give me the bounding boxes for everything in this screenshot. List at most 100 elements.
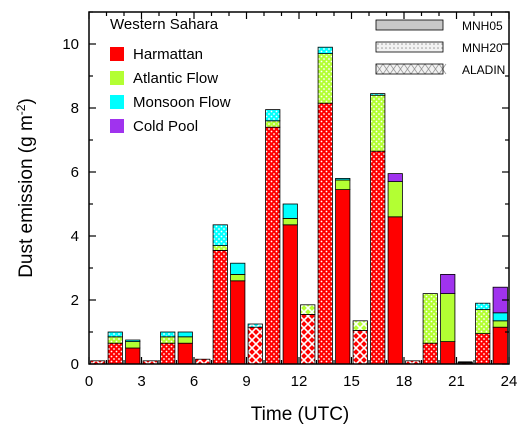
bar-segment-aladin-monsoon-flow-outline: [247, 323, 263, 328]
x-tick-label: 21: [448, 373, 465, 390]
model-swatch-dot: [421, 47, 423, 49]
bar-segment-mnh05-harmattan: [283, 224, 298, 364]
bar-segment-mnh05-harmattan: [178, 343, 193, 364]
bar-segment-mnh05-monsoon-flow: [178, 332, 193, 337]
model-swatch-hatch: [410, 63, 419, 75]
model-swatch-dot: [437, 47, 439, 49]
model-swatch-dot: [425, 47, 427, 49]
model-swatch-hatch: [382, 63, 391, 75]
model-swatch-aladin: [376, 64, 443, 74]
x-tick-label: 0: [85, 373, 93, 390]
model-swatch-dot: [385, 47, 387, 49]
bar-segment-mnh05-monsoon-flow: [125, 340, 140, 342]
model-swatch-dot: [389, 47, 391, 49]
legend-label-harmattan: Harmattan: [133, 46, 203, 63]
model-swatch-dot: [429, 47, 431, 49]
model-swatch-hatch: [431, 63, 440, 75]
bar-segment-mnh05-atlantic-flow: [335, 180, 350, 190]
bar-segment-mnh05-monsoon-flow: [230, 263, 245, 275]
model-swatch-dot: [425, 43, 427, 45]
bar-segment-mnh20-monsoon-flow-pattern: [160, 332, 175, 337]
y-tick-label: 10: [62, 36, 79, 53]
bar-segment-mnh20-atlantic-flow-pattern: [423, 293, 438, 344]
x-axis-title: Time (UTC): [251, 404, 350, 425]
x-tick-label: 15: [343, 373, 360, 390]
model-label-mnh20: MNH20: [462, 41, 503, 55]
bar-segment-mnh05-cold-pool: [493, 287, 508, 313]
bar-segment-mnh05-monsoon-flow: [335, 178, 350, 180]
model-swatch-dot: [433, 43, 435, 45]
legend-label-monsoon-flow: Monsoon Flow: [133, 94, 231, 111]
bar-segment-mnh20-harmattan-pattern: [370, 151, 385, 364]
model-swatch-hatch: [375, 63, 384, 75]
bar-segment-mnh20-atlantic-flow-pattern: [160, 336, 175, 344]
model-swatch-dot: [441, 43, 443, 45]
model-label-mnh05: MNH05: [462, 19, 503, 33]
bar-cap: [458, 361, 473, 364]
legend-swatch-harmattan: [110, 47, 124, 61]
bar-segment-mnh05-atlantic-flow: [178, 336, 193, 344]
bar-segment-aladin-atlantic-flow-outline: [300, 304, 316, 315]
y-axis-title-close: ): [16, 98, 37, 104]
bar-segment-mnh20-atlantic-flow-pattern: [318, 53, 333, 104]
x-tick-label: 6: [190, 373, 198, 390]
bar-segment-aladin-atlantic-flow-pattern: [300, 304, 315, 315]
bar-segment-mnh20-atlantic-flow-pattern: [108, 336, 123, 344]
model-swatch-dot: [405, 47, 407, 49]
model-swatch-dot: [401, 47, 403, 49]
bar-segment-mnh20-harmattan-pattern: [423, 343, 438, 364]
bar-segment-mnh05-cold-pool: [388, 173, 403, 182]
bar-segment-mnh05-atlantic-flow: [493, 320, 508, 328]
bar-segment-mnh20-atlantic-flow-pattern: [370, 95, 385, 152]
bar-segment-mnh20-monsoon-flow-pattern: [108, 332, 123, 337]
bar-segment-mnh20-monsoon-flow-pattern: [318, 47, 333, 54]
model-label-aladin: ALADIN: [462, 63, 505, 77]
model-swatch-hatch: [396, 63, 405, 75]
model-swatch-dot: [417, 43, 419, 45]
bar-segment-mnh05-monsoon-flow: [493, 312, 508, 321]
y-axis-title: Dust emission (g m-2): [14, 98, 37, 278]
bar-segment-aladin-atlantic-flow-pattern: [353, 320, 368, 331]
bar-segment-mnh05-atlantic-flow: [125, 341, 140, 348]
model-swatch-dot: [441, 47, 443, 49]
model-swatch-hatch: [403, 63, 412, 75]
model-legend: MNH05 MNH20 ALADIN: [375, 19, 505, 77]
bar-segment-mnh05-atlantic-flow: [283, 218, 298, 225]
bar-segment-mnh05-monsoon-flow-outline: [230, 262, 246, 275]
bar-segment-mnh20-monsoon-flow-pattern: [213, 224, 228, 246]
model-swatch-dot: [409, 43, 411, 45]
model-swatch-dot: [397, 47, 399, 49]
y-tick-label: 6: [71, 164, 79, 181]
bar-segment-mnh05-monsoon-flow: [283, 204, 298, 219]
model-swatch-mnh20: [376, 42, 443, 52]
bar-segment-mnh05-monsoon-flow-outline: [177, 331, 193, 338]
bar-segment-aladin-harmattan-pattern: [353, 330, 368, 364]
bar-segment-mnh20-monsoon-flow-pattern: [370, 93, 385, 96]
bar-segment-mnh05-harmattan: [493, 327, 508, 364]
model-swatch-dot: [405, 43, 407, 45]
bar-segment-mnh20-harmattan-pattern: [318, 103, 333, 364]
x-tick-label: 24: [501, 373, 518, 390]
bar-segment-mnh05-atlantic-flow: [230, 274, 245, 281]
model-swatch-dot: [393, 43, 395, 45]
model-swatch-dot: [433, 47, 435, 49]
model-swatch-hatch: [438, 63, 447, 75]
bar-segment-mnh20-monsoon-flow-outline: [370, 93, 386, 96]
bar-segment-mnh20-atlantic-flow-outline: [422, 293, 438, 344]
bar-segment-mnh20-atlantic-flow-pattern: [213, 245, 228, 251]
bar-segment-aladin-atlantic-flow-outline: [352, 320, 368, 331]
x-tick-label: 3: [137, 373, 145, 390]
bar-segment-mnh20-monsoon-flow-outline: [475, 302, 491, 311]
bar-segment-aladin-harmattan-pattern: [143, 360, 158, 364]
y-axis-title-main: Dust emission (g m: [16, 115, 37, 278]
bar-segment-mnh05-monsoon-flow-outline: [125, 339, 141, 343]
bars-layer: [90, 46, 508, 365]
legend-swatch-cold-pool: [110, 119, 124, 133]
x-tick-label: 9: [242, 373, 250, 390]
bar-segment-mnh05-atlantic-flow: [388, 181, 403, 217]
bar-segment-mnh20-monsoon-flow-outline: [212, 224, 228, 247]
model-swatch-dot: [377, 47, 379, 49]
